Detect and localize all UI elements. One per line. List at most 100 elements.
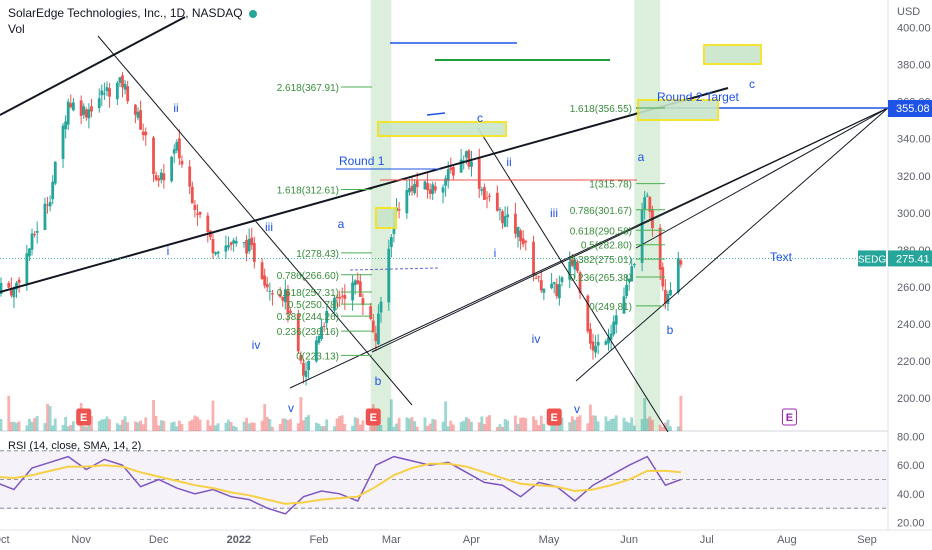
volume-bar	[369, 425, 373, 431]
candle-body	[625, 284, 628, 296]
volume-bar	[335, 418, 339, 431]
volume-bar	[25, 425, 29, 431]
volume-bar	[100, 419, 104, 431]
volume-bar	[441, 421, 445, 431]
candle-body	[645, 195, 649, 197]
fib-level-label: 0(223.13)	[296, 351, 339, 362]
volume-bar	[410, 417, 414, 431]
volume-bar	[196, 416, 199, 431]
candle-body	[43, 203, 47, 230]
volume-bar	[534, 420, 538, 431]
target-box	[375, 207, 397, 229]
candle-body	[289, 311, 292, 313]
volume-bar	[162, 420, 166, 431]
candle-body	[426, 183, 429, 191]
volume-bar	[211, 400, 215, 431]
candle-body	[648, 196, 652, 212]
volume-bar	[84, 426, 88, 431]
candle-body	[9, 288, 13, 296]
wave-label: b	[375, 374, 382, 388]
target-box	[637, 99, 719, 121]
volume-bar	[446, 426, 450, 431]
volume-bar	[66, 426, 70, 431]
candle-body	[537, 276, 541, 278]
candle-body	[449, 167, 453, 170]
candle-body	[588, 328, 592, 344]
price-axis-tick: 260.00	[897, 282, 931, 294]
volume-bar	[314, 422, 318, 431]
candle-body	[609, 333, 613, 340]
candle-body	[84, 109, 88, 118]
candle-body	[679, 260, 683, 265]
volume-bar	[0, 418, 3, 431]
earnings-marker-label: E	[551, 412, 558, 424]
wave-label: c	[477, 111, 483, 125]
candle-body	[408, 187, 411, 193]
volume-bar	[576, 416, 579, 431]
wave-label: v	[288, 401, 294, 415]
volume-bar	[53, 418, 57, 431]
candle-body	[118, 77, 122, 83]
volume-bar	[568, 422, 572, 431]
volume-bar	[449, 420, 453, 431]
time-axis-tick: Apr	[463, 534, 480, 546]
time-axis-tick: Sep	[857, 534, 877, 546]
volume-bar	[560, 417, 564, 431]
candle-body	[79, 100, 83, 116]
candle-body	[480, 189, 484, 191]
time-axis-tick: May	[539, 534, 560, 546]
volume-bar	[172, 421, 176, 431]
volume-bar	[208, 425, 212, 431]
candle-body	[614, 315, 618, 325]
candle-body	[666, 294, 670, 305]
wave-label: i	[494, 246, 497, 260]
wave-label: ii	[173, 101, 178, 115]
candle-body	[371, 320, 375, 333]
candle-body	[247, 238, 251, 252]
candle-body	[25, 253, 29, 284]
volume-bar	[118, 424, 122, 431]
volume-bar	[627, 422, 631, 431]
candle-body	[61, 125, 65, 159]
volume-bar	[467, 418, 471, 431]
candle-body	[242, 242, 246, 244]
candle-body	[97, 98, 101, 109]
volume-bar	[307, 415, 311, 431]
annotation-text: Text	[770, 250, 793, 264]
fib-level-label: 1.618(356.55)	[570, 104, 632, 115]
candle-body	[304, 370, 308, 378]
candle-body	[379, 301, 383, 313]
candle-body	[441, 187, 445, 193]
descending-trend-line	[97, 35, 413, 406]
fib-level-label: 0.618(257.31)	[277, 288, 339, 299]
volume-bar	[30, 421, 34, 431]
volume-bar	[503, 418, 507, 431]
candle-body	[141, 131, 145, 136]
wave-label: iv	[252, 338, 261, 352]
volume-bar	[46, 403, 49, 431]
volume-bar	[252, 422, 256, 431]
volume-bar	[317, 423, 321, 431]
volume-bar	[480, 416, 484, 431]
candle-body	[82, 106, 86, 115]
volume-bar	[578, 415, 582, 431]
earnings-marker	[546, 408, 562, 426]
candle-body	[105, 87, 109, 92]
earnings-marker	[365, 408, 381, 426]
volume-bar	[250, 422, 254, 431]
wave-label: iv	[532, 332, 541, 346]
volume-bar	[532, 416, 535, 431]
volume-bar	[188, 421, 192, 431]
candle-body	[658, 227, 662, 270]
rsi-band-fill	[0, 451, 888, 509]
candle-body	[157, 178, 161, 181]
volume-bar	[289, 418, 292, 431]
volume-bar	[71, 421, 75, 431]
volume-bar	[283, 418, 287, 431]
volume-bar	[159, 420, 163, 431]
volume-bar	[141, 424, 145, 431]
candle-body	[193, 204, 197, 210]
volume-bar	[389, 399, 393, 431]
volume-bar	[431, 418, 435, 431]
volume-bar	[12, 421, 16, 431]
